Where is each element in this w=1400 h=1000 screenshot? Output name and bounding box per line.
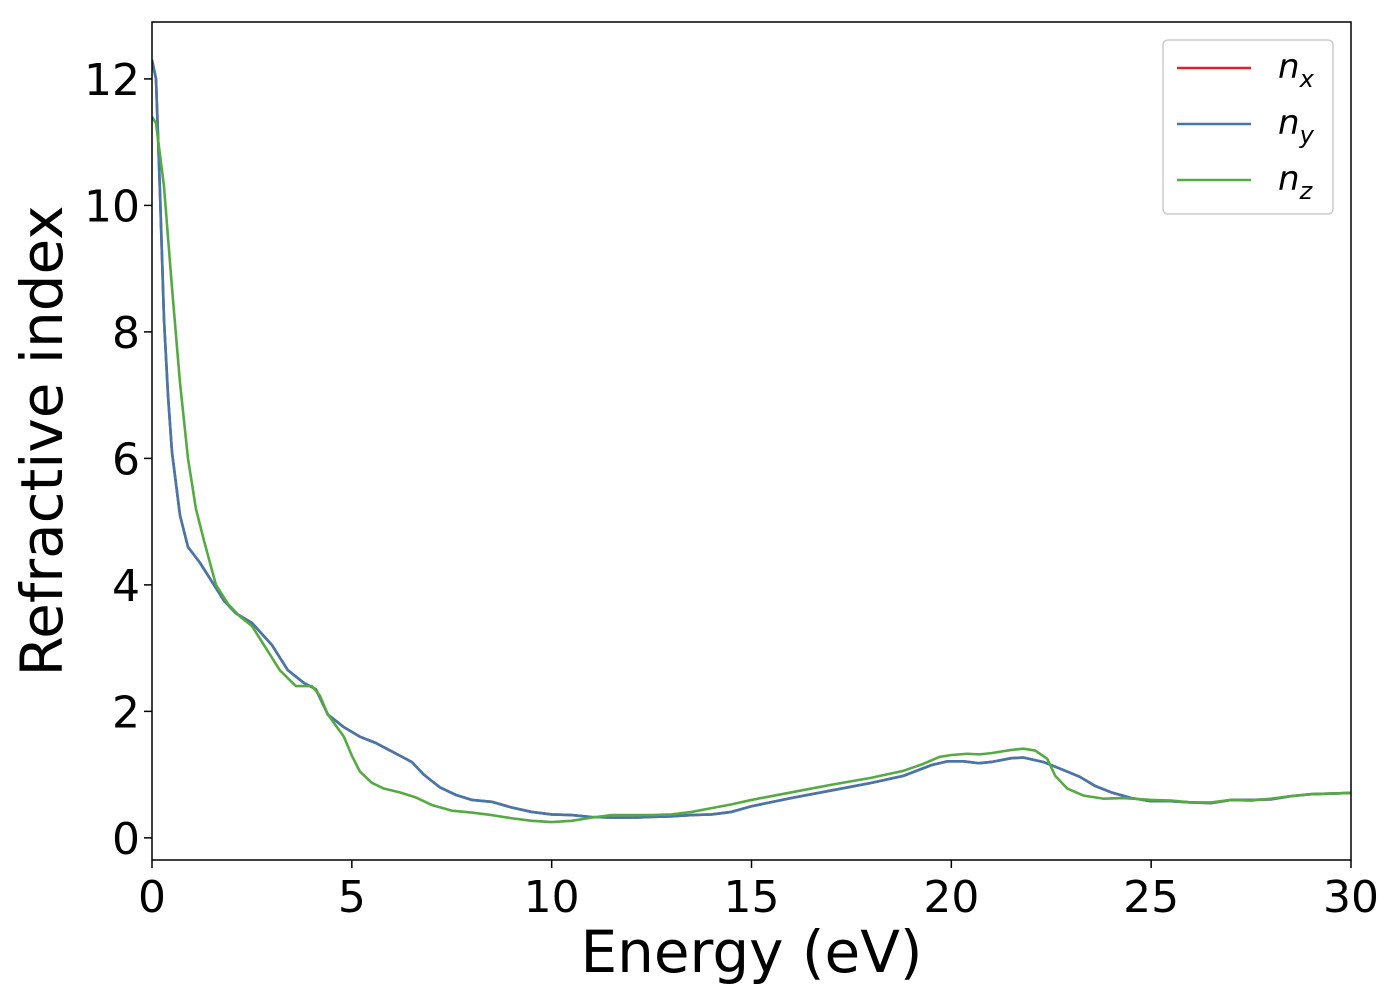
- y-tick-label: 2: [112, 687, 140, 738]
- legend-label-ny: ny: [1278, 103, 1315, 149]
- series-line-nz: [152, 116, 1351, 824]
- y-tick-label: 0: [112, 814, 140, 865]
- legend-label-nz: nz: [1278, 159, 1314, 205]
- x-axis-label: Energy (eV): [580, 918, 922, 986]
- legend: nx ny nz: [1162, 39, 1334, 215]
- x-tick-label: 10: [524, 872, 580, 923]
- x-tick-label: 25: [1123, 872, 1179, 923]
- legend-label-nx: nx: [1278, 47, 1315, 93]
- y-tick-label: 12: [84, 55, 140, 106]
- y-tick-label: 4: [112, 561, 140, 612]
- y-tick-label: 6: [112, 434, 140, 485]
- y-axis-label: Refractive index: [8, 205, 76, 676]
- x-tick-label: 20: [923, 872, 979, 923]
- y-tick-label: 8: [112, 308, 140, 359]
- x-tick-label: 15: [724, 872, 780, 923]
- x-tick-label: 30: [1323, 872, 1379, 923]
- x-tick-label: 5: [338, 872, 366, 923]
- y-axis: 0 2 4 6 8 10 12: [84, 55, 152, 865]
- plot-area: [152, 59, 1351, 824]
- legend-box: [1162, 39, 1334, 215]
- y-tick-label: 10: [84, 181, 140, 232]
- x-axis: 0 5 10 15 20 25 30: [138, 860, 1379, 923]
- x-tick-label: 0: [138, 872, 166, 923]
